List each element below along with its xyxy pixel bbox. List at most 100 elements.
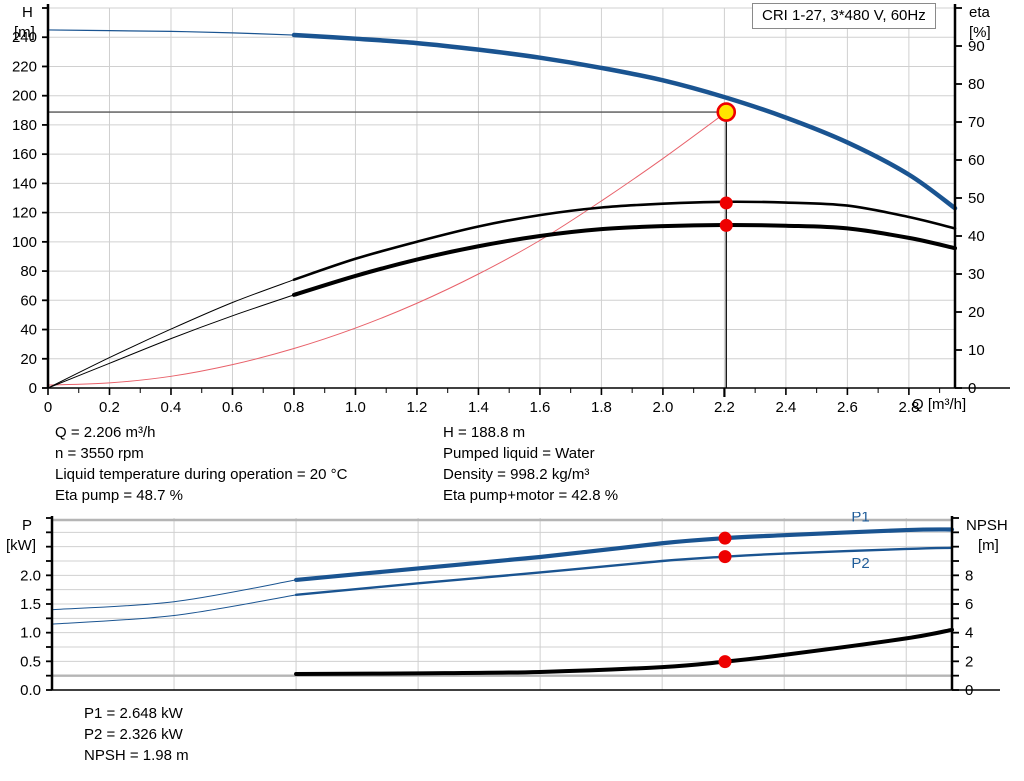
lower-y2-tick-label: 0	[965, 682, 973, 699]
y-tick-label: 200	[12, 88, 37, 105]
y2-tick-label: 30	[968, 266, 985, 283]
info-pumped-liquid: Pumped liquid = Water	[443, 445, 595, 462]
efficiency-curve-1	[292, 200, 957, 281]
y-tick-label: 40	[20, 322, 37, 339]
main-y-left-title: H	[22, 4, 33, 21]
power-npsh-svg: 0.0 0.5 1.0 1.5 2.0 0 2 4 6 8 P1 P2	[20, 512, 1000, 699]
info-p2: P2 = 2.326 kW	[84, 726, 183, 743]
info-h: H = 188.8 m	[443, 424, 526, 441]
y-tick-label: 80	[20, 263, 37, 280]
main-y-left-unit: [m]	[14, 24, 35, 41]
duty-point-info-left: Q = 2.206 m³/h n = 3550 rpm Liquid tempe…	[55, 424, 347, 504]
y2-tick-label: 50	[968, 190, 985, 207]
lower-chart-curves	[51, 527, 955, 676]
main-chart-ticks	[42, 4, 1010, 397]
duty-point-info-right: H = 188.8 m Pumped liquid = Water Densit…	[443, 424, 618, 504]
main-x-title: Q [m³/h]	[912, 396, 967, 413]
x-tick-label: 2.2	[714, 399, 735, 416]
info-density: Density = 998.2 kg/m³	[443, 466, 590, 483]
p1-curve	[293, 527, 955, 583]
power-info-block: P1 = 2.648 kW P2 = 2.326 kW NPSH = 1.98 …	[84, 705, 189, 764]
lower-y-right-unit: [m]	[978, 537, 999, 554]
y2-tick-label: 40	[968, 228, 985, 245]
p2-curve	[294, 546, 954, 597]
info-p1: P1 = 2.648 kW	[84, 705, 183, 722]
lower-chart-ticks	[46, 516, 1000, 691]
lower-y2-tick-label: 8	[965, 567, 973, 584]
x-tick-label: 0.2	[99, 399, 120, 416]
eta-pump-point	[719, 196, 733, 210]
system-curve	[47, 111, 727, 386]
x-tick-label: 2.4	[775, 399, 796, 416]
main-y-right-title: eta	[969, 4, 990, 21]
lower-chart-series-labels: P1 P2	[851, 512, 869, 572]
y-tick-label: 220	[12, 58, 37, 75]
y-tick-label: 240	[12, 29, 37, 46]
main-chart-gridlines	[48, 7, 955, 388]
efficiency-curve-thin-1	[47, 279, 295, 389]
p2-curve-thin	[51, 594, 297, 625]
lower-y-left-title: P	[22, 517, 33, 534]
y-tick-label: 180	[12, 117, 37, 134]
npsh-curve	[294, 627, 954, 676]
lower-y-tick-label: 1.0	[20, 625, 41, 642]
p2-duty-point	[718, 550, 732, 564]
x-tick-label: 1.2	[407, 399, 428, 416]
y-tick-label: 0	[29, 380, 37, 397]
lower-y-tick-label: 2.0	[20, 567, 41, 584]
lower-chart-gridlines	[52, 518, 952, 690]
y2-tick-label: 70	[968, 114, 985, 131]
x-tick-label: 0.6	[222, 399, 243, 416]
y2-tick-label: 0	[968, 380, 976, 397]
pump-model-title: CRI 1-27, 3*480 V, 60Hz	[752, 3, 936, 29]
y2-tick-label: 80	[968, 76, 985, 93]
x-tick-label: 2.8	[898, 399, 919, 416]
head-curve-thin	[47, 29, 294, 36]
lower-y-right-title: NPSH	[966, 517, 1008, 534]
head-efficiency-chart: 0 20 40 60 80 100 120 140 160 180 200 220 240 0 10 20 30…	[12, 4, 1010, 416]
main-chart-curves	[47, 29, 958, 389]
y-tick-label: 140	[12, 175, 37, 192]
eta-pump-motor-point	[719, 218, 733, 232]
main-chart-tick-labels: 0 20 40 60 80 100 120 140 160 180 200 220 240 0 10 20 30…	[12, 29, 985, 416]
info-q: Q = 2.206 m³/h	[55, 424, 156, 441]
y2-tick-label: 10	[968, 342, 985, 359]
y-tick-label: 120	[12, 205, 37, 222]
power-npsh-chart: 0.0 0.5 1.0 1.5 2.0 0 2 4 6 8 P1 P2	[0, 512, 1024, 702]
y2-tick-label: 20	[968, 304, 985, 321]
info-liquid-temp: Liquid temperature during operation = 20…	[55, 466, 348, 483]
lower-y-tick-label: 1.5	[20, 596, 41, 613]
p1-curve-thin	[51, 579, 297, 611]
x-tick-label: 1.6	[530, 399, 551, 416]
p2-series-label: P2	[851, 555, 869, 572]
x-tick-label: 0.8	[284, 399, 305, 416]
lower-y-tick-label: 0.0	[20, 682, 41, 699]
p1-series-label: P1	[851, 512, 869, 525]
y2-tick-label: 60	[968, 152, 985, 169]
info-npsh: NPSH = 1.98 m	[84, 747, 189, 764]
head-curve	[291, 32, 958, 211]
x-tick-label: 1.4	[468, 399, 489, 416]
x-tick-label: 0.4	[161, 399, 182, 416]
efficiency-curve-2	[291, 222, 957, 297]
lower-chart-tick-labels: 0.0 0.5 1.0 1.5 2.0 0 2 4 6 8	[20, 567, 973, 699]
lower-y-left-unit: [kW]	[6, 537, 36, 554]
y-tick-label: 60	[20, 292, 37, 309]
x-tick-label: 1.0	[345, 399, 366, 416]
efficiency-curve-thin-2	[47, 294, 295, 389]
lower-y2-tick-label: 4	[965, 625, 973, 642]
y-tick-label: 100	[12, 234, 37, 251]
main-y-right-unit: [%]	[969, 24, 991, 41]
x-tick-label: 2.6	[837, 399, 858, 416]
lower-y-tick-label: 0.5	[20, 653, 41, 670]
x-tick-label: 1.8	[591, 399, 612, 416]
lower-y2-tick-label: 6	[965, 596, 973, 613]
y-tick-label: 160	[12, 146, 37, 163]
x-tick-label: 2.0	[652, 399, 673, 416]
info-eta-pump-motor: Eta pump+motor = 42.8 %	[443, 487, 619, 504]
info-eta-pump: Eta pump = 48.7 %	[55, 487, 183, 504]
info-n: n = 3550 rpm	[55, 445, 144, 462]
duty-point-marker	[716, 102, 737, 122]
y2-tick-label: 90	[968, 38, 985, 55]
